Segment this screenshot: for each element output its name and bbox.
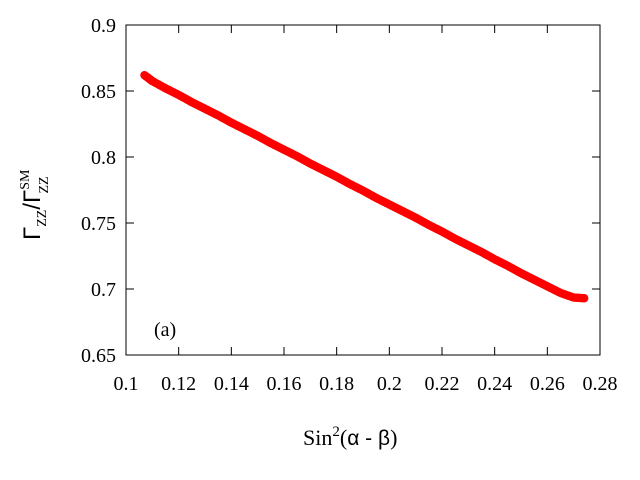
data-points — [140, 70, 589, 303]
data-point — [580, 294, 589, 303]
x-tick-label: 0.2 — [377, 373, 402, 395]
x-tick-label: 0.18 — [319, 373, 354, 395]
x-axis-ticks: 0.1 0.12 0.14 0.16 0.18 0.2 0.22 0.24 0.26 0.28 — [114, 25, 618, 395]
x-tick-label: 0.22 — [425, 373, 460, 395]
x-tick-label: 0.12 — [161, 373, 196, 395]
y-tick-label: 0.65 — [81, 345, 116, 367]
x-axis-label: Sin2(α - β) — [303, 424, 397, 450]
x-tick-label: 0.1 — [114, 373, 139, 395]
x-tick-label: 0.24 — [477, 373, 512, 395]
y-tick-label: 0.75 — [81, 213, 116, 235]
plot-frame — [125, 24, 601, 356]
y-axis-label: ΓZZ/ΓSM ZZ — [18, 169, 52, 240]
y-axis-ticks: 0.65 0.7 0.75 0.8 0.85 0.9 — [81, 15, 600, 367]
y-tick-label: 0.85 — [81, 81, 116, 103]
y-tick-label: 0.9 — [91, 15, 116, 37]
x-tick-label: 0.28 — [583, 373, 618, 395]
y-tick-label: 0.8 — [91, 147, 116, 169]
y-tick-label: 0.7 — [91, 279, 116, 301]
x-tick-label: 0.14 — [214, 373, 249, 395]
panel-label: (a) — [154, 319, 176, 341]
x-tick-label: 0.16 — [267, 373, 302, 395]
x-tick-label: 0.26 — [530, 373, 565, 395]
